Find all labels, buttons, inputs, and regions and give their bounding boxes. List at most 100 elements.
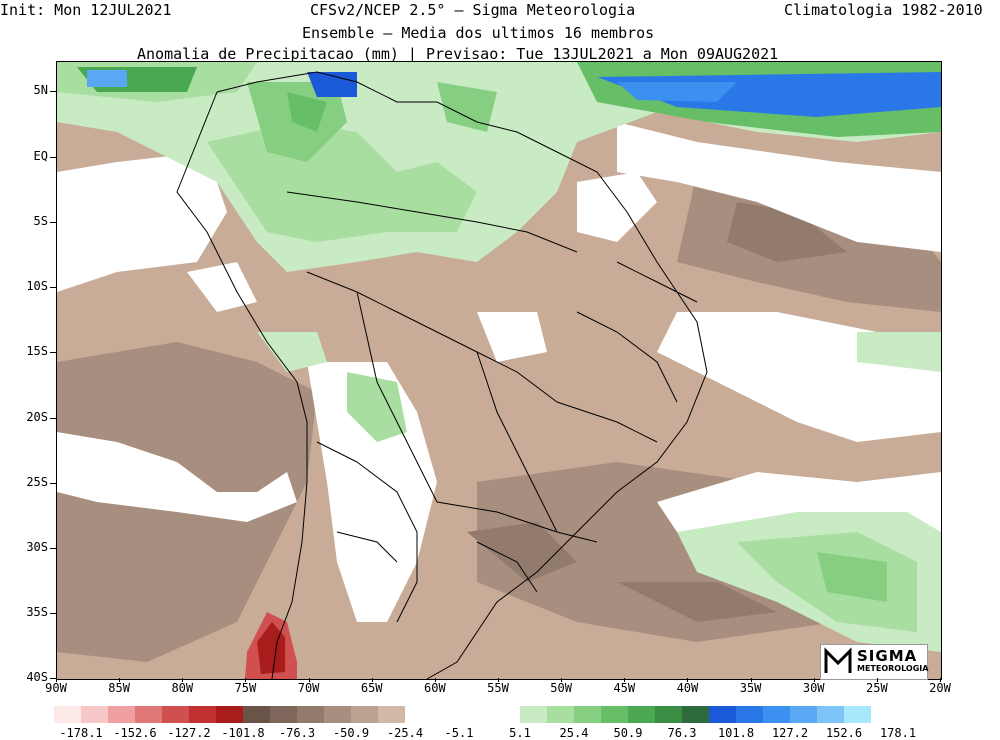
lon-tick-label: 30W xyxy=(802,681,825,695)
colorbar-negative-swatch xyxy=(378,706,405,723)
lat-tick-mark xyxy=(50,418,56,419)
colorbar-negative-swatch xyxy=(54,706,81,723)
colorbar-label: -76.3 xyxy=(278,726,316,740)
lon-tick-label: 45W xyxy=(613,681,636,695)
lat-tick-mark xyxy=(50,157,56,158)
colorbar-label: -152.6 xyxy=(113,726,157,740)
product-title: Anomalia de Precipitacao (mm) | Previsao… xyxy=(137,45,779,63)
lon-tick-mark xyxy=(498,678,499,682)
lon-tick-mark xyxy=(119,678,121,682)
colorbar-label: -101.8 xyxy=(221,726,265,740)
lat-tick-mark xyxy=(50,483,56,484)
lat-tick-label: EQ xyxy=(33,149,48,163)
colorbar-positive-swatch xyxy=(844,706,871,723)
lon-tick-mark xyxy=(624,678,626,682)
colorbar-positive-swatch xyxy=(682,706,709,723)
colorbar-positive-swatch xyxy=(763,706,790,723)
colorbar-label: 178.1 xyxy=(879,726,917,740)
colorbar-negative-swatch xyxy=(270,706,297,723)
colorbar-negative-swatch xyxy=(162,706,189,723)
lat-tick-label: 10S xyxy=(26,279,48,293)
lon-tick-label: 55W xyxy=(487,681,509,695)
colorbar-label: 25.4 xyxy=(559,726,589,740)
colorbar-label: 101.8 xyxy=(717,726,755,740)
lat-tick-mark xyxy=(50,352,56,353)
colorbar-label: 5.1 xyxy=(509,726,531,740)
lon-tick-label: 50W xyxy=(550,681,572,695)
colorbar-label: 76.3 xyxy=(667,726,697,740)
colorbar-label: 50.9 xyxy=(613,726,643,740)
colorbar-negative-swatch xyxy=(189,706,216,723)
precipitation-anomaly-map xyxy=(56,61,942,680)
logo-sub: METEOROLOGIA xyxy=(857,664,929,673)
lat-tick-mark xyxy=(50,287,56,288)
model-title: CFSv2/NCEP 2.5° — Sigma Meteorologia xyxy=(310,1,636,19)
lon-tick-mark xyxy=(876,678,878,682)
lon-tick-mark xyxy=(308,678,310,682)
lon-tick-mark xyxy=(687,678,689,682)
lon-tick-label: 20W xyxy=(929,681,951,695)
lat-tick-label: 40S xyxy=(26,670,48,684)
colorbar-positive-swatch xyxy=(736,706,763,723)
sigma-logo: SIGMA METEOROLOGIA xyxy=(820,644,928,680)
colorbar-positive-swatch xyxy=(709,706,736,723)
lat-tick-label: 20S xyxy=(26,410,48,424)
ensemble-label: Ensemble — Media dos ultimos 16 membros xyxy=(302,24,655,42)
colorbar-positive-swatch xyxy=(655,706,682,723)
lon-tick-label: 80W xyxy=(171,681,194,695)
climatology-label: Climatologia 1982-2010 xyxy=(784,1,983,19)
colorbar-negative-swatch xyxy=(243,706,270,723)
lat-tick-label: 30S xyxy=(26,540,48,554)
colorbar-negative-swatch xyxy=(216,706,243,723)
colorbar-label: -127.2 xyxy=(167,726,211,740)
lat-tick-mark xyxy=(50,678,56,679)
colorbar-negative-swatch xyxy=(324,706,351,723)
lon-tick-label: 90W xyxy=(45,681,67,695)
lon-tick-label: 60W xyxy=(424,681,446,695)
lon-tick-mark xyxy=(434,678,436,682)
lon-tick-mark xyxy=(813,678,815,682)
colorbar-label: 127.2 xyxy=(771,726,809,740)
colorbar-label: -178.1 xyxy=(59,726,103,740)
lon-tick-label: 75W xyxy=(234,681,257,695)
logo-name: SIGMA xyxy=(857,647,918,665)
colorbar-negative-swatch xyxy=(81,706,108,723)
colorbar-negative xyxy=(54,706,405,723)
lon-tick-mark xyxy=(561,678,563,682)
colorbar-label: -50.9 xyxy=(332,726,370,740)
colorbar-label: -5.1 xyxy=(444,726,474,740)
lon-tick-label: 85W xyxy=(108,681,130,695)
init-label: Init: Mon 12JUL2021 xyxy=(0,1,172,19)
colorbar-label: -25.4 xyxy=(386,726,424,740)
lon-tick-mark xyxy=(750,678,752,682)
colorbar-positive-swatch xyxy=(817,706,844,723)
lon-tick-mark xyxy=(371,678,373,682)
colorbar-positive-swatch xyxy=(547,706,574,723)
sigma-logo-icon xyxy=(824,647,852,673)
lon-tick-label: 70W xyxy=(297,681,320,695)
lon-tick-mark xyxy=(182,678,184,682)
lat-tick-mark xyxy=(50,91,56,92)
lon-tick-mark xyxy=(56,678,57,682)
lon-tick-label: 35W xyxy=(739,681,762,695)
lon-tick-mark xyxy=(940,678,941,682)
lat-tick-mark xyxy=(50,613,56,614)
colorbar-negative-swatch xyxy=(297,706,324,723)
lat-tick-mark xyxy=(50,548,56,549)
lat-tick-label: 15S xyxy=(26,344,48,358)
lon-tick-label: 65W xyxy=(360,681,383,695)
colorbar-positive-swatch xyxy=(790,706,817,723)
lon-tick-label: 40W xyxy=(676,681,699,695)
lat-tick-label: 35S xyxy=(26,605,48,619)
colorbar-positive-swatch xyxy=(628,706,655,723)
colorbar-label: 152.6 xyxy=(825,726,863,740)
lat-tick-label: 5N xyxy=(33,83,48,97)
lat-tick-label: 5S xyxy=(33,214,48,228)
colorbar-negative-swatch xyxy=(135,706,162,723)
colorbar-positive-swatch xyxy=(574,706,601,723)
lat-tick-label: 25S xyxy=(26,475,48,489)
lon-tick-label: 25W xyxy=(866,681,888,695)
colorbar-negative-swatch xyxy=(351,706,378,723)
colorbar-positive-swatch xyxy=(520,706,547,723)
lon-tick-mark xyxy=(245,678,247,682)
